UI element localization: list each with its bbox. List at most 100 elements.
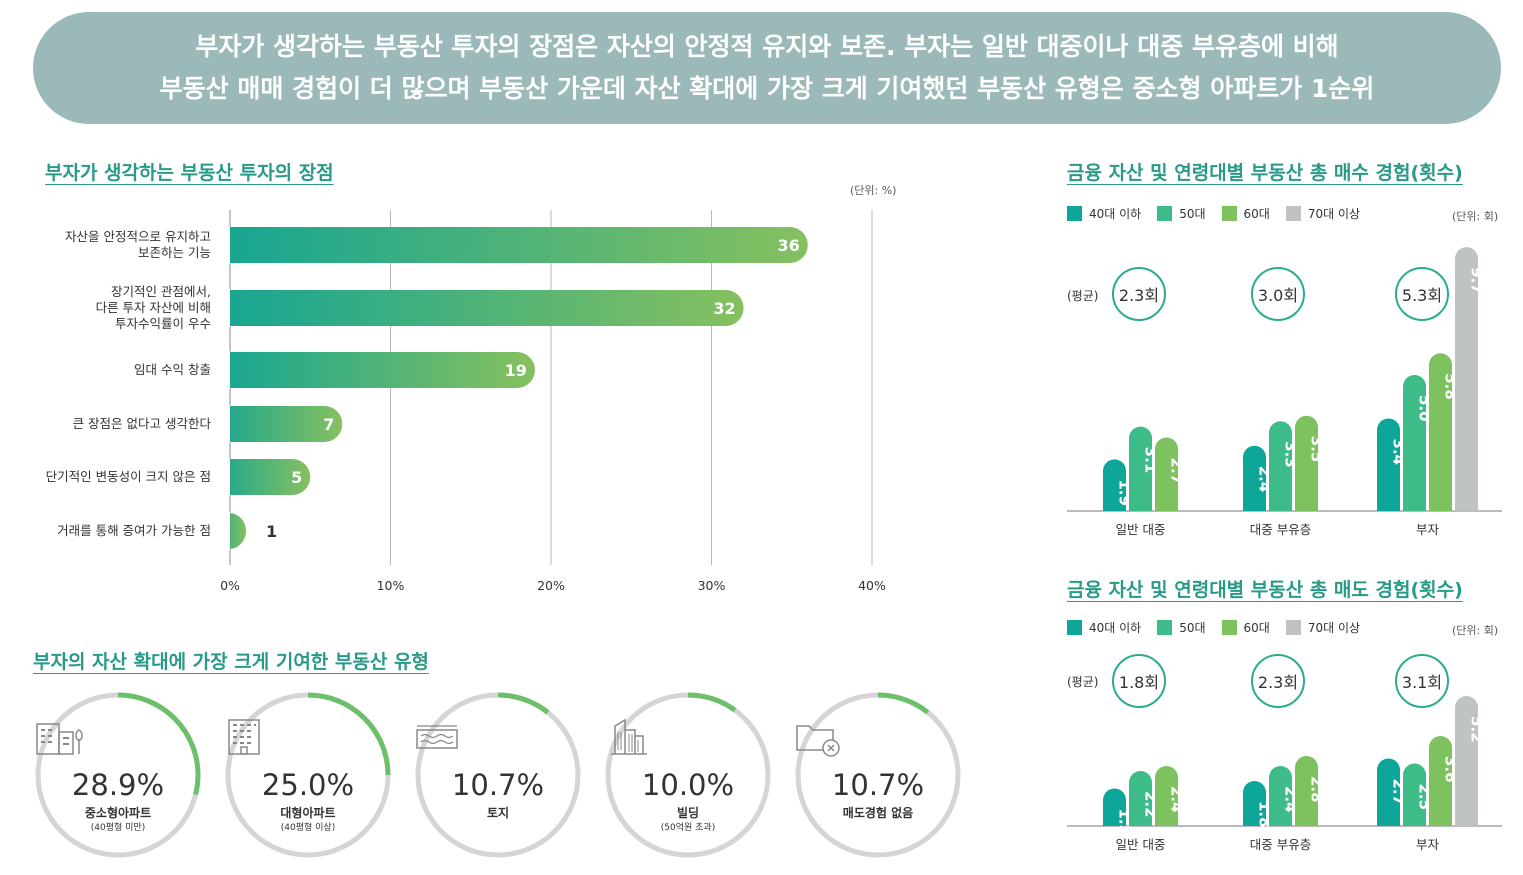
sell-avg-circle: 2.3회	[1251, 654, 1305, 708]
donut-arc	[35, 692, 201, 858]
x-tick-label: 30%	[698, 578, 726, 593]
bar	[1155, 437, 1178, 511]
property-type-donut: 10.7% 매도경험 없음	[793, 690, 963, 860]
category-label: 임대 수익 창출	[134, 362, 211, 377]
bar-value-label: 2.7	[1168, 458, 1186, 485]
donut-value: 25.0%	[261, 768, 355, 802]
summary-banner: 부자가 생각하는 부동산 투자의 장점은 자산의 안정적 유지와 보존. 부자는…	[33, 12, 1501, 124]
bar-value-label: 1	[266, 522, 277, 541]
legend-item-70s: 70대 이상	[1285, 205, 1360, 222]
category-label: 부자	[1416, 837, 1440, 852]
bar-mask	[211, 351, 230, 389]
sell-avg-label: (평균)	[1067, 675, 1099, 689]
bar	[1129, 426, 1152, 511]
bar	[1455, 696, 1478, 826]
bar-value-label: 5.2	[1468, 716, 1486, 743]
legend-item-60s: 60대	[1221, 205, 1270, 222]
swatch-50s	[1157, 620, 1173, 635]
swatch-70s	[1285, 620, 1301, 635]
category-label: 자산을 안정적으로 유지하고 보존하는 기능	[65, 229, 211, 260]
category-label: 일반 대중	[1116, 522, 1166, 537]
category-label: 대중 부유층	[1250, 522, 1311, 537]
donut-label: 토지	[486, 806, 510, 820]
donut-sublabel: (40평형 이상)	[280, 823, 336, 833]
bar	[212, 290, 744, 326]
bar	[1269, 421, 1292, 511]
buy-avg-circle: 2.3회	[1112, 267, 1166, 321]
legend-item-50s: 50대	[1157, 619, 1206, 636]
bar-value-label: 5	[291, 468, 302, 487]
donut-value: 10.7%	[831, 768, 925, 802]
legend-item-60s: 60대	[1221, 619, 1270, 636]
x-tick-label: 40%	[858, 578, 886, 593]
bar	[1243, 781, 1266, 826]
donut-label: 대형아파트	[280, 806, 336, 820]
sell-avg-circle: 1.8회	[1112, 654, 1166, 708]
buy-legend: 40대 이하 50대 60대 70대 이상	[1067, 205, 1376, 222]
legend-item-40s: 40대 이하	[1067, 205, 1141, 222]
bar	[1243, 445, 1266, 511]
property-type-donut: 28.9% 중소형아파트 (40평형 미만)	[33, 690, 203, 860]
buy-avg-circle: 5.3회	[1395, 267, 1449, 321]
bar	[1103, 459, 1126, 511]
x-tick-label: 0%	[220, 578, 240, 593]
donut-value: 28.9%	[71, 768, 165, 802]
donut-sublabel: (40평형 미만)	[90, 823, 146, 833]
bar	[1429, 736, 1452, 826]
donut-ring	[605, 692, 771, 858]
bar-value-label: 2.4	[1168, 786, 1186, 813]
swatch-60s	[1221, 620, 1237, 635]
sell-title: 금융 자산 및 연령대별 부동산 총 매도 경험(횟수)	[1067, 579, 1463, 601]
bar-value-label: 19	[505, 361, 527, 380]
swatch-40s	[1067, 206, 1082, 221]
donut-label: 매도경험 없음	[842, 806, 914, 820]
bar	[1155, 766, 1178, 826]
swatch-60s	[1221, 206, 1237, 221]
property-type-donut: 10.0% 빌딩 (50억원 초과)	[603, 690, 773, 860]
legend-item-40s: 40대 이하	[1067, 619, 1141, 636]
donut-value: 10.0%	[641, 768, 735, 802]
swatch-40s	[1067, 620, 1082, 635]
legend-item-50s: 50대	[1157, 205, 1206, 222]
donut-arc	[605, 692, 771, 858]
bar-value-label: 7	[323, 415, 334, 434]
category-label: 장기적인 관점에서, 다른 투자 자산에 비해 투자수익률이 우수	[95, 284, 211, 331]
bar	[1377, 758, 1400, 826]
bar-value-label: 36	[778, 236, 800, 255]
buy-avg-circle: 3.0회	[1251, 267, 1305, 321]
buy-unit: (단위: 회)	[1452, 210, 1499, 223]
advantages-unit: (단위: %)	[850, 184, 897, 197]
bar	[212, 352, 535, 388]
bar	[212, 406, 343, 442]
category-label: 일반 대중	[1116, 837, 1166, 852]
donut-label: 중소형아파트	[84, 806, 152, 820]
bar	[1455, 247, 1478, 511]
category-label: 거래를 통해 증여가 가능한 점	[57, 523, 211, 538]
legend-item-70s: 70대 이상	[1285, 619, 1360, 636]
bar	[1269, 766, 1292, 826]
donut-arc	[415, 692, 581, 858]
category-label: 단기적인 변동성이 크지 않은 점	[45, 469, 211, 484]
bar-value-label: 9.7	[1468, 267, 1486, 294]
banner-line-2: 부동산 매매 경험이 더 많으며 부동산 가운데 자산 확대에 가장 크게 기여…	[159, 74, 1375, 103]
property-types-title: 부자의 자산 확대에 가장 크게 기여한 부동산 유형	[33, 651, 429, 673]
bar	[1129, 771, 1152, 826]
bar	[1377, 418, 1400, 511]
bar-mask	[211, 512, 230, 550]
donut-ring	[35, 692, 201, 858]
swatch-70s	[1285, 206, 1301, 221]
bar	[1403, 763, 1426, 826]
category-label: 부자	[1416, 522, 1440, 537]
bar	[1429, 353, 1452, 511]
x-tick-label: 10%	[377, 578, 405, 593]
bar-value-label: 3.5	[1308, 436, 1326, 463]
x-tick-label: 20%	[537, 578, 565, 593]
bar-mask	[211, 405, 230, 443]
bar-value-label: 2.8	[1308, 776, 1326, 803]
bar-mask	[211, 226, 230, 264]
buy-avg-label: (평균)	[1067, 289, 1099, 303]
donut-value: 10.7%	[451, 768, 545, 802]
category-label: 큰 장점은 없다고 생각한다	[72, 416, 211, 431]
advantages-bar-chart: 0% 10% 20% 30% 40% 36 32 19 7 5 1	[211, 210, 886, 593]
